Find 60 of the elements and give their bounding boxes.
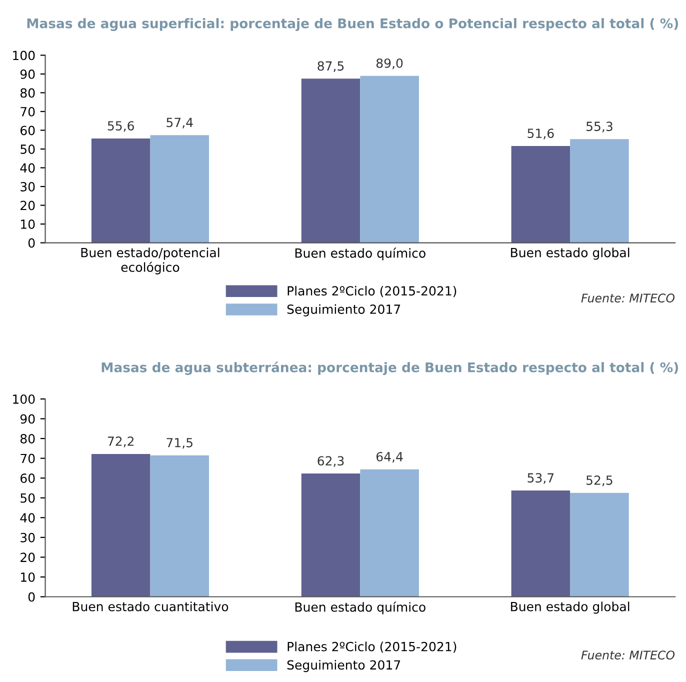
x-tick-label: Buen estado químico [295, 248, 426, 260]
chart-title: Masas de agua superficial: porcentaje de Buen Estado o Potencial respecto al total ( %) [27, 18, 678, 31]
y-tick-label: 70 [20, 454, 35, 464]
y-tick-label: 50 [20, 144, 35, 154]
source-note: Fuente: MITECO [581, 650, 675, 660]
x-tick-label: Buen estado/potencial ecológico [81, 248, 220, 274]
x-tick-label: Buen estado global [511, 602, 630, 614]
y-tick-label: 60 [20, 126, 35, 136]
y-tick-label: 50 [20, 493, 35, 503]
y-tick-label: 20 [20, 552, 35, 562]
data-label: 52,5 [586, 475, 612, 486]
x-tick-label: Buen estado cuantitativo [72, 602, 228, 612]
y-tick-label: 80 [20, 88, 35, 98]
y-tick-label: 20 [20, 200, 35, 210]
data-label: 89,0 [376, 58, 403, 70]
bar [360, 76, 419, 243]
data-label: 62,3 [318, 456, 344, 467]
y-tick-label: 0 [28, 592, 35, 602]
y-tick-label: 40 [20, 163, 35, 173]
chart-title: Masas de agua subterránea: porcentaje de Buen Estado respecto al total ( %) [102, 362, 678, 375]
data-label: 72,2 [108, 436, 134, 448]
x-tick-label: Buen estado global [511, 248, 630, 260]
bar [91, 138, 150, 243]
bar [511, 490, 570, 597]
data-label: 87,5 [318, 61, 344, 72]
bar [301, 474, 360, 597]
data-label: 51,6 [528, 128, 554, 140]
y-tick-label: 70 [20, 106, 35, 116]
data-label: 71,5 [166, 438, 192, 449]
bar [91, 454, 150, 597]
x-tick-label: Buen estado químico [295, 602, 426, 614]
bar [570, 492, 629, 597]
y-tick-label: 30 [20, 182, 35, 192]
y-tick-label: 80 [20, 434, 35, 444]
y-tick-label: 60 [20, 474, 35, 484]
legend-label: Planes 2ºCiclo (2015-2021) [288, 642, 456, 653]
data-label: 55,3 [586, 122, 612, 132]
data-label: 53,7 [528, 473, 554, 484]
data-label: 55,6 [108, 121, 134, 132]
y-tick-label: 90 [20, 414, 35, 424]
data-label: 64,4 [376, 452, 403, 463]
y-tick-label: 100 [13, 394, 35, 404]
y-tick-label: 10 [21, 220, 35, 229]
bar [511, 146, 570, 243]
y-tick-label: 90 [20, 69, 35, 79]
bar [360, 469, 419, 597]
y-tick-label: 40 [20, 513, 35, 523]
legend-label: Seguimiento 2017 [287, 304, 400, 316]
bar [301, 78, 360, 243]
source-note: Fuente: MITECO [581, 294, 675, 302]
y-tick-label: 10 [21, 572, 35, 582]
data-label: 57,4 [166, 118, 193, 128]
y-tick-label: 30 [20, 532, 35, 542]
bar [150, 455, 210, 597]
bar [150, 135, 210, 243]
bar [570, 139, 629, 243]
y-tick-label: 100 [13, 50, 35, 60]
y-tick-label: 0 [28, 238, 35, 248]
legend-label: Seguimiento 2017 [287, 660, 400, 672]
legend-label: Planes 2ºCiclo (2015-2021) [288, 286, 456, 298]
